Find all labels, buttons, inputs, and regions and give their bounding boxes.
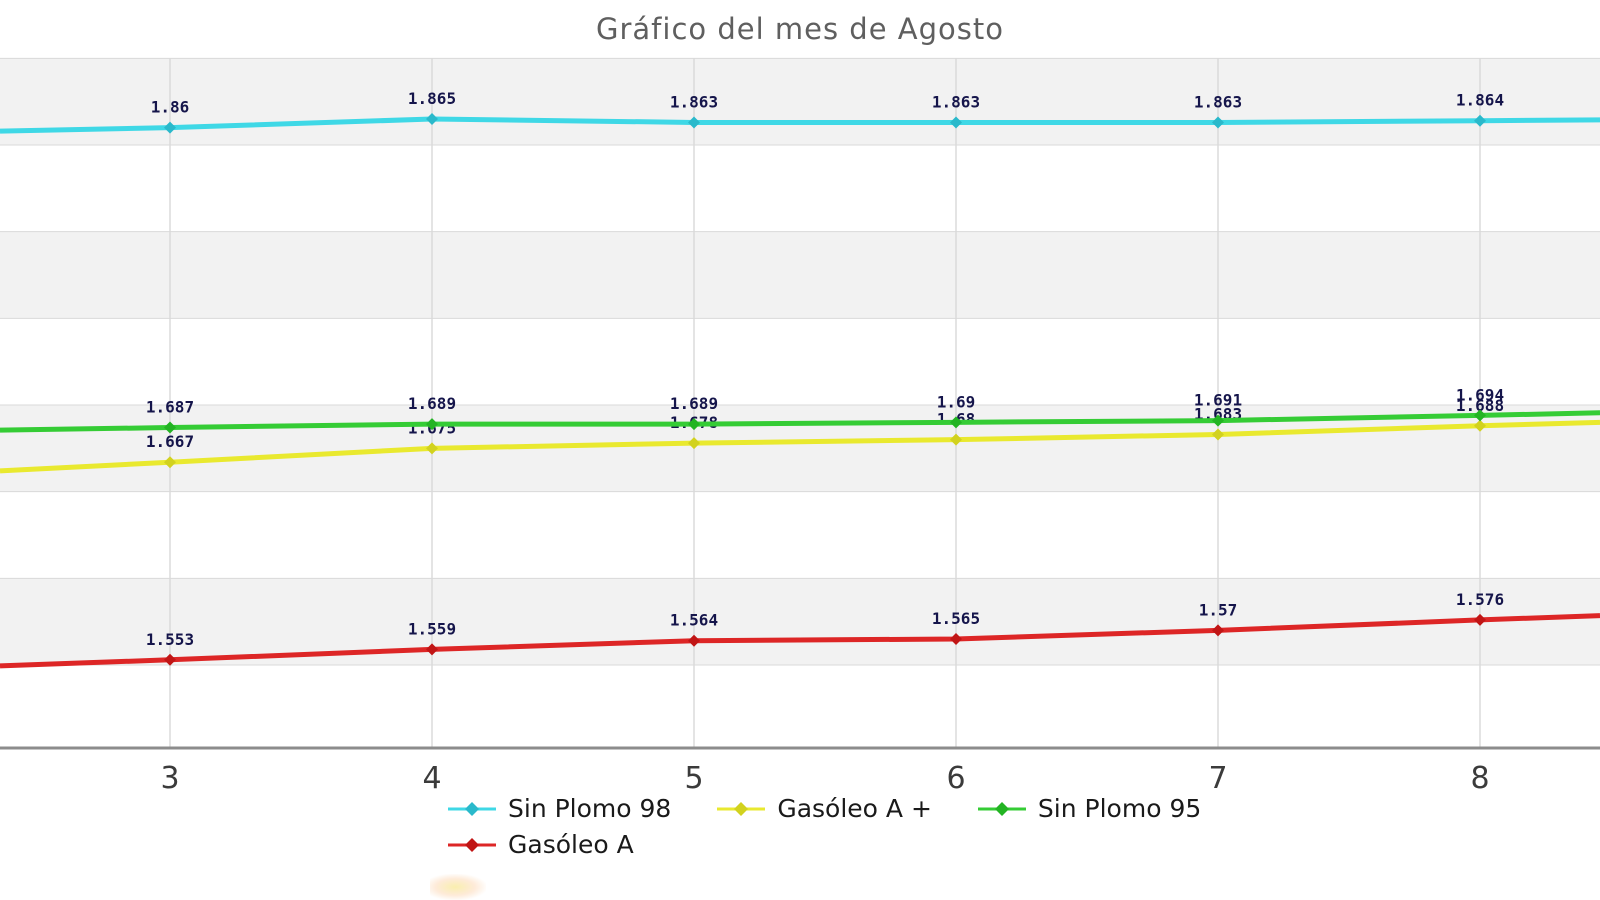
data-point-marker [426,418,438,431]
data-point-label: 1.86 [151,98,190,117]
data-point-marker [688,437,700,450]
data-point-marker [950,116,962,129]
artifact-smudge [430,874,486,900]
legend-marker-icon [977,801,1026,816]
series-sin-plomo-95: 1.687 1.689 1.689 1.69 1.691 1.694 [0,385,1600,434]
legend-row: Sin Plomo 98 Gasóleo A + Sin Plomo 95 [448,794,1201,823]
x-tick-label: 8 [1470,761,1489,796]
legend-marker-icon [717,801,766,816]
legend-item-sin-plomo-98: Sin Plomo 98 [448,794,671,823]
data-point-marker [1474,613,1486,626]
data-point-label: 1.863 [670,92,718,111]
data-point-label: 1.565 [932,609,980,628]
data-point-label: 1.576 [1456,590,1504,609]
data-point-label: 1.689 [670,394,718,413]
data-point-label: 1.865 [408,89,456,108]
data-point-marker [1212,116,1224,129]
legend-item-gas-leo-a-: Gasóleo A + [717,794,932,823]
data-point-marker [688,634,700,647]
plot-band [0,231,1600,319]
legend-marker-icon [448,837,496,852]
data-point-marker [164,653,176,666]
plot-band [0,58,1600,146]
data-point-marker [950,433,962,446]
data-point-marker [1474,419,1486,432]
data-point-marker [688,116,700,129]
data-point-label: 1.863 [932,92,980,111]
series-gas-leo-a: 1.553 1.559 1.564 1.565 1.57 1.576 [0,590,1600,669]
data-point-label: 1.667 [146,432,194,451]
data-point-label: 1.691 [1194,391,1242,410]
series-line [0,419,1600,474]
x-tick-label: 7 [1208,761,1227,796]
data-point-label: 1.694 [1456,385,1504,404]
data-point-label: 1.688 [1456,396,1504,415]
data-point-marker [164,421,176,434]
data-point-label: 1.689 [408,394,456,413]
data-point-label: 1.564 [670,611,718,630]
x-tick-label: 5 [684,761,703,796]
data-point-marker [1474,114,1486,127]
data-point-marker [1212,624,1224,637]
data-point-marker [950,416,962,429]
legend-label: Sin Plomo 98 [508,794,672,823]
x-tick-label: 3 [160,761,179,796]
series-line [0,116,1600,134]
x-tick-label: 4 [422,761,441,796]
data-point-marker [164,121,176,134]
data-point-label: 1.559 [408,619,456,638]
legend-label: Sin Plomo 95 [1037,794,1202,823]
data-point-label: 1.864 [1456,91,1504,110]
data-point-marker [688,418,700,431]
data-point-marker [164,456,176,469]
data-point-marker [426,113,438,125]
chart-legend: Sin Plomo 98 Gasóleo A + Sin Plomo 95 Gasól… [448,794,1201,859]
chart-title: Gráfico del mes de Agosto [596,12,1004,46]
series-sin-plomo-98: 1.86 1.865 1.863 1.863 1.863 1.864 [0,89,1600,134]
legend-label: Gasóleo A [508,830,634,859]
data-point-label: 1.69 [937,392,976,411]
series-line [0,410,1600,433]
data-point-marker [950,633,962,645]
legend-marker-icon [448,801,496,816]
data-point-label: 1.863 [1194,92,1242,111]
legend-row: Gasóleo A [448,830,1168,859]
data-point-marker [1474,409,1486,422]
legend-item-gas-leo-a: Gasóleo A [448,830,634,859]
data-point-marker [426,643,438,656]
data-point-marker [1212,414,1224,427]
legend-label: Gasóleo A + [777,794,932,823]
x-tick-label: 6 [946,761,965,796]
legend-item-sin-plomo-95: Sin Plomo 95 [977,794,1202,823]
plot-band [0,578,1600,665]
series-line [0,613,1600,669]
data-point-label: 1.57 [1199,600,1238,619]
data-point-label: 1.687 [146,398,194,417]
data-point-label: 1.553 [146,630,194,649]
data-point-marker [426,442,438,455]
data-point-marker [1212,428,1224,441]
